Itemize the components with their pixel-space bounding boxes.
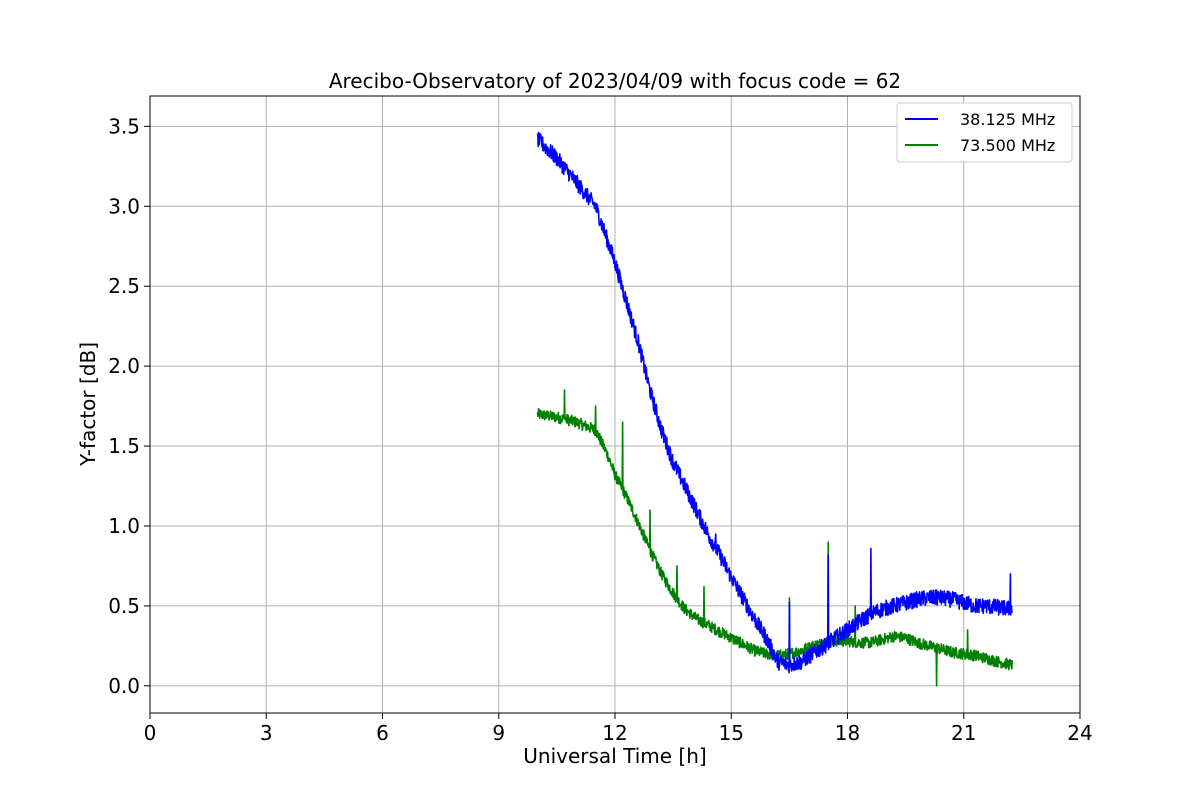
y-axis-ticks: 0.0 0.5 1.0 1.5 2.0 2.5 3.0 3.5 — [108, 114, 150, 698]
y-tick-label: 1.0 — [108, 514, 140, 538]
x-tick-label: 12 — [602, 721, 627, 745]
x-tick-label: 3 — [260, 721, 273, 745]
legend: 38.125 MHz 73.500 MHz — [896, 102, 1073, 163]
chart-title: Arecibo-Observatory of 2023/04/09 with f… — [329, 69, 901, 93]
y-tick-label: 0.5 — [108, 594, 140, 618]
x-tick-label: 18 — [835, 721, 860, 745]
x-tick-label: 6 — [376, 721, 389, 745]
legend-box — [896, 102, 1073, 163]
y-tick-label: 3.0 — [108, 194, 140, 218]
x-tick-label: 0 — [144, 721, 157, 745]
y-tick-label: 2.0 — [108, 354, 140, 378]
y-tick-label: 2.5 — [108, 274, 140, 298]
y-tick-label: 1.5 — [108, 434, 140, 458]
legend-label-38mhz: 38.125 MHz — [960, 110, 1055, 129]
series-layer — [536, 131, 1013, 687]
x-tick-label: 15 — [719, 721, 744, 745]
y-axis-label: Y-factor [dB] — [76, 342, 100, 467]
x-tick-label: 21 — [951, 721, 976, 745]
x-axis-ticks: 0 3 6 9 12 15 18 21 24 — [144, 713, 1093, 745]
x-tick-label: 24 — [1067, 721, 1092, 745]
y-tick-label: 0.0 — [108, 674, 140, 698]
x-tick-label: 9 — [492, 721, 505, 745]
series-line-0 — [536, 131, 1013, 674]
x-axis-label: Universal Time [h] — [523, 744, 706, 768]
series-line-1 — [536, 389, 1013, 687]
legend-label-73mhz: 73.500 MHz — [960, 136, 1055, 155]
y-tick-label: 3.5 — [108, 114, 140, 138]
